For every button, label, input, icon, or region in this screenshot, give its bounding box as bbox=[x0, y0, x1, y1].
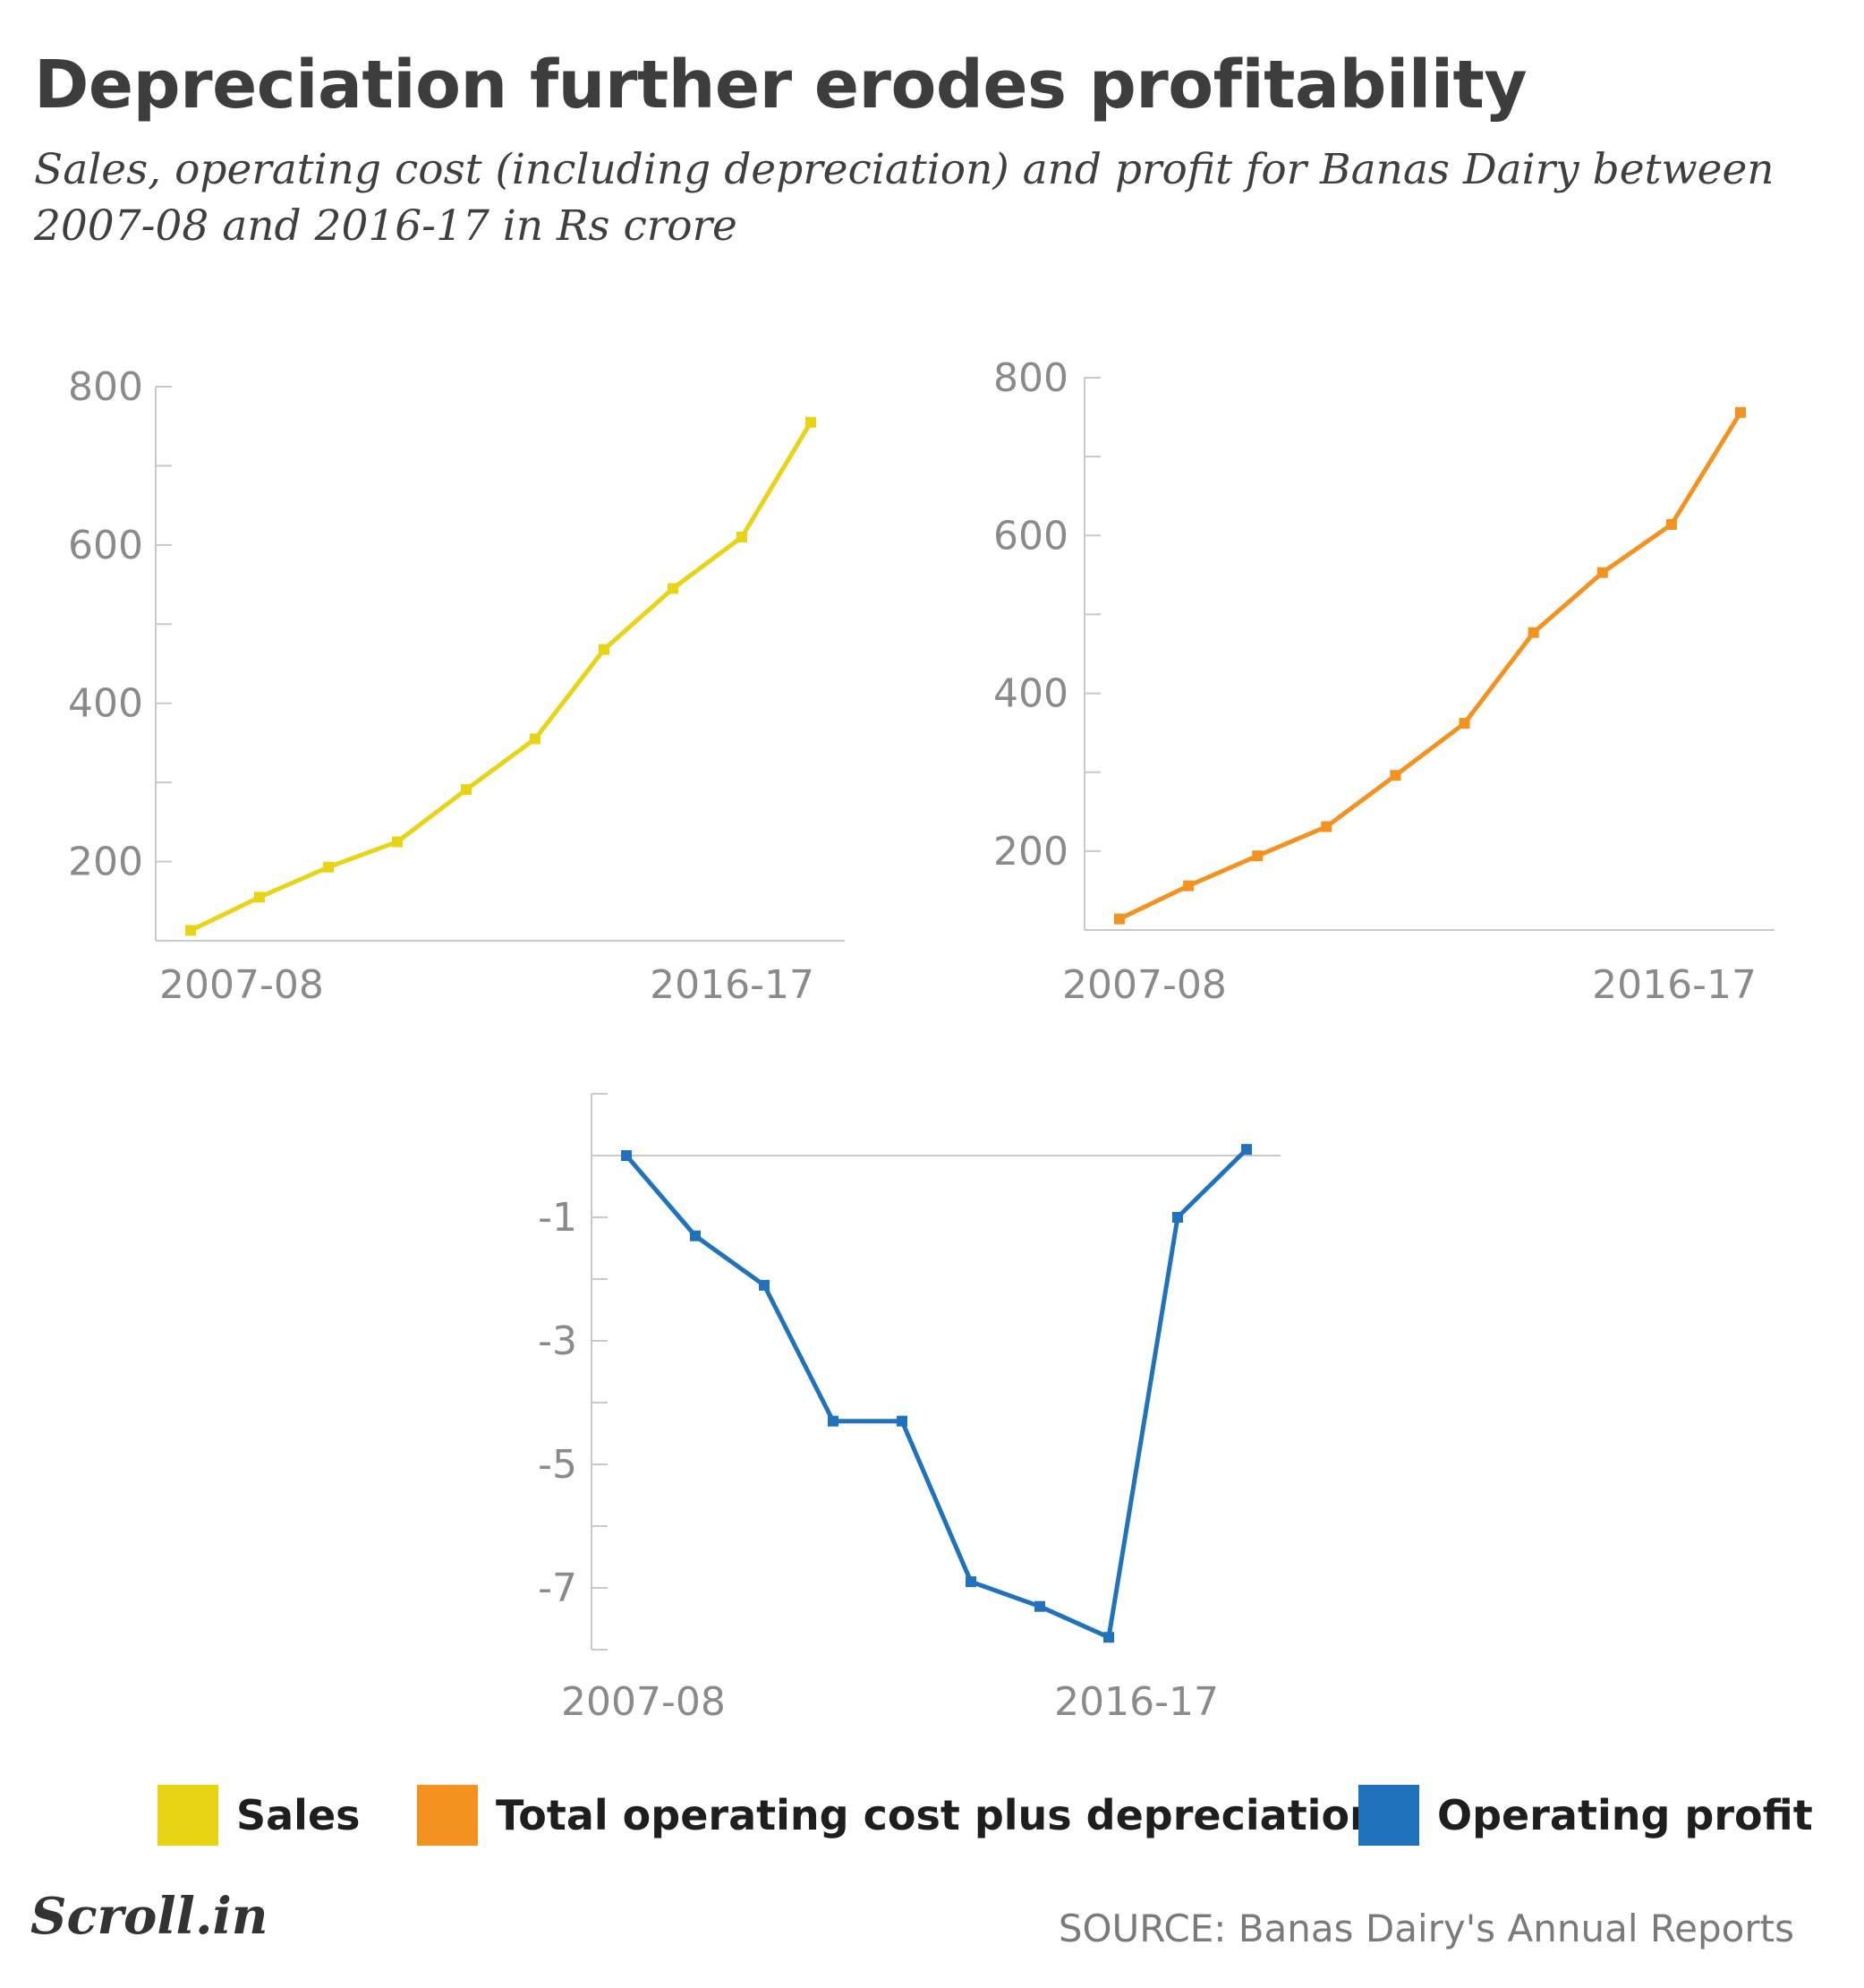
sales-y-tick-label: 200 bbox=[68, 840, 143, 885]
sales-data-point bbox=[530, 733, 540, 745]
profit-x-tick-label: 2007-08 bbox=[561, 1679, 726, 1725]
sales-data-point bbox=[461, 784, 472, 796]
sales-y-tick-label: 800 bbox=[68, 364, 143, 410]
profit-y-tick-label: -5 bbox=[538, 1442, 577, 1488]
sales-data-point bbox=[323, 861, 334, 873]
sales-data-point bbox=[392, 836, 403, 848]
sales-series-line bbox=[189, 421, 813, 933]
cost-data-point bbox=[1459, 718, 1470, 730]
profit-data-point bbox=[621, 1150, 632, 1161]
cost-y-tick-label: 600 bbox=[993, 513, 1068, 559]
legend-item-cost: Total operating cost plus depreciation bbox=[417, 1783, 1379, 1847]
legend-label-cost: Total operating cost plus depreciation bbox=[496, 1791, 1379, 1839]
cost-data-point bbox=[1321, 821, 1332, 832]
cost-data-point bbox=[1596, 567, 1608, 578]
profit-x-tick-label: 2016-17 bbox=[1054, 1679, 1219, 1725]
profit-data-point bbox=[759, 1279, 770, 1291]
cost-data-point bbox=[1252, 850, 1264, 862]
scroll-logo[interactable]: Scroll.in bbox=[30, 1887, 268, 1946]
profit-data-point bbox=[1103, 1632, 1114, 1643]
cost-data-point bbox=[1114, 913, 1125, 925]
chart-subtitle: Sales, operating cost (including depreci… bbox=[34, 145, 1775, 251]
profit-series-line bbox=[625, 1148, 1248, 1640]
profit-data-point bbox=[1172, 1212, 1183, 1223]
sales-data-point bbox=[254, 892, 265, 903]
cost-x-tick-label: 2007-08 bbox=[1062, 962, 1227, 1008]
cost-y-tick-label: 800 bbox=[993, 355, 1068, 401]
chart-title: Depreciation further erodes profitabilit… bbox=[34, 47, 1528, 124]
source-note: SOURCE: Banas Dairy's Annual Reports bbox=[1058, 1907, 1794, 1950]
legend-label-sales: Sales bbox=[236, 1791, 361, 1839]
profit-y-tick-label: -1 bbox=[538, 1195, 577, 1241]
sales-x-tick-label: 2007-08 bbox=[159, 962, 324, 1008]
profit-data-point bbox=[966, 1576, 976, 1588]
cost-data-point bbox=[1528, 627, 1539, 638]
cost-data-point bbox=[1390, 770, 1401, 781]
legend-item-profit: Operating profit bbox=[1358, 1783, 1813, 1847]
legend-item-sales: Sales bbox=[157, 1783, 361, 1847]
cost-y-tick-label: 200 bbox=[993, 829, 1068, 875]
sales-x-tick-label: 2016-17 bbox=[650, 962, 814, 1008]
sales-data-point bbox=[668, 583, 678, 594]
legend-label-profit: Operating profit bbox=[1437, 1791, 1813, 1839]
profit-data-point bbox=[690, 1230, 701, 1241]
legend-swatch-profit bbox=[1358, 1785, 1419, 1846]
cost-data-point bbox=[1665, 518, 1677, 530]
sales-data-point bbox=[185, 925, 196, 936]
sales-data-point bbox=[736, 532, 747, 543]
sales-data-point bbox=[599, 644, 609, 655]
profit-y-tick-label: -3 bbox=[538, 1318, 577, 1364]
sales-y-tick-label: 600 bbox=[68, 523, 143, 568]
cost-y-tick-label: 400 bbox=[993, 671, 1068, 717]
profit-data-point bbox=[1241, 1144, 1252, 1156]
sales-data-point bbox=[805, 416, 816, 428]
profit-data-point bbox=[1034, 1600, 1045, 1612]
profit-y-tick-label: -7 bbox=[538, 1566, 577, 1611]
cost-series-line bbox=[1118, 411, 1743, 921]
legend-swatch-sales bbox=[157, 1785, 218, 1846]
profit-data-point bbox=[897, 1415, 907, 1427]
sales-y-tick-label: 400 bbox=[68, 681, 143, 727]
legend: Sales Total operating cost plus deprecia… bbox=[0, 1783, 1864, 1855]
cost-data-point bbox=[1183, 880, 1195, 892]
legend-swatch-cost bbox=[417, 1785, 478, 1846]
profit-data-point bbox=[828, 1415, 838, 1427]
cost-x-tick-label: 2016-17 bbox=[1592, 962, 1757, 1008]
cost-data-point bbox=[1735, 406, 1746, 418]
